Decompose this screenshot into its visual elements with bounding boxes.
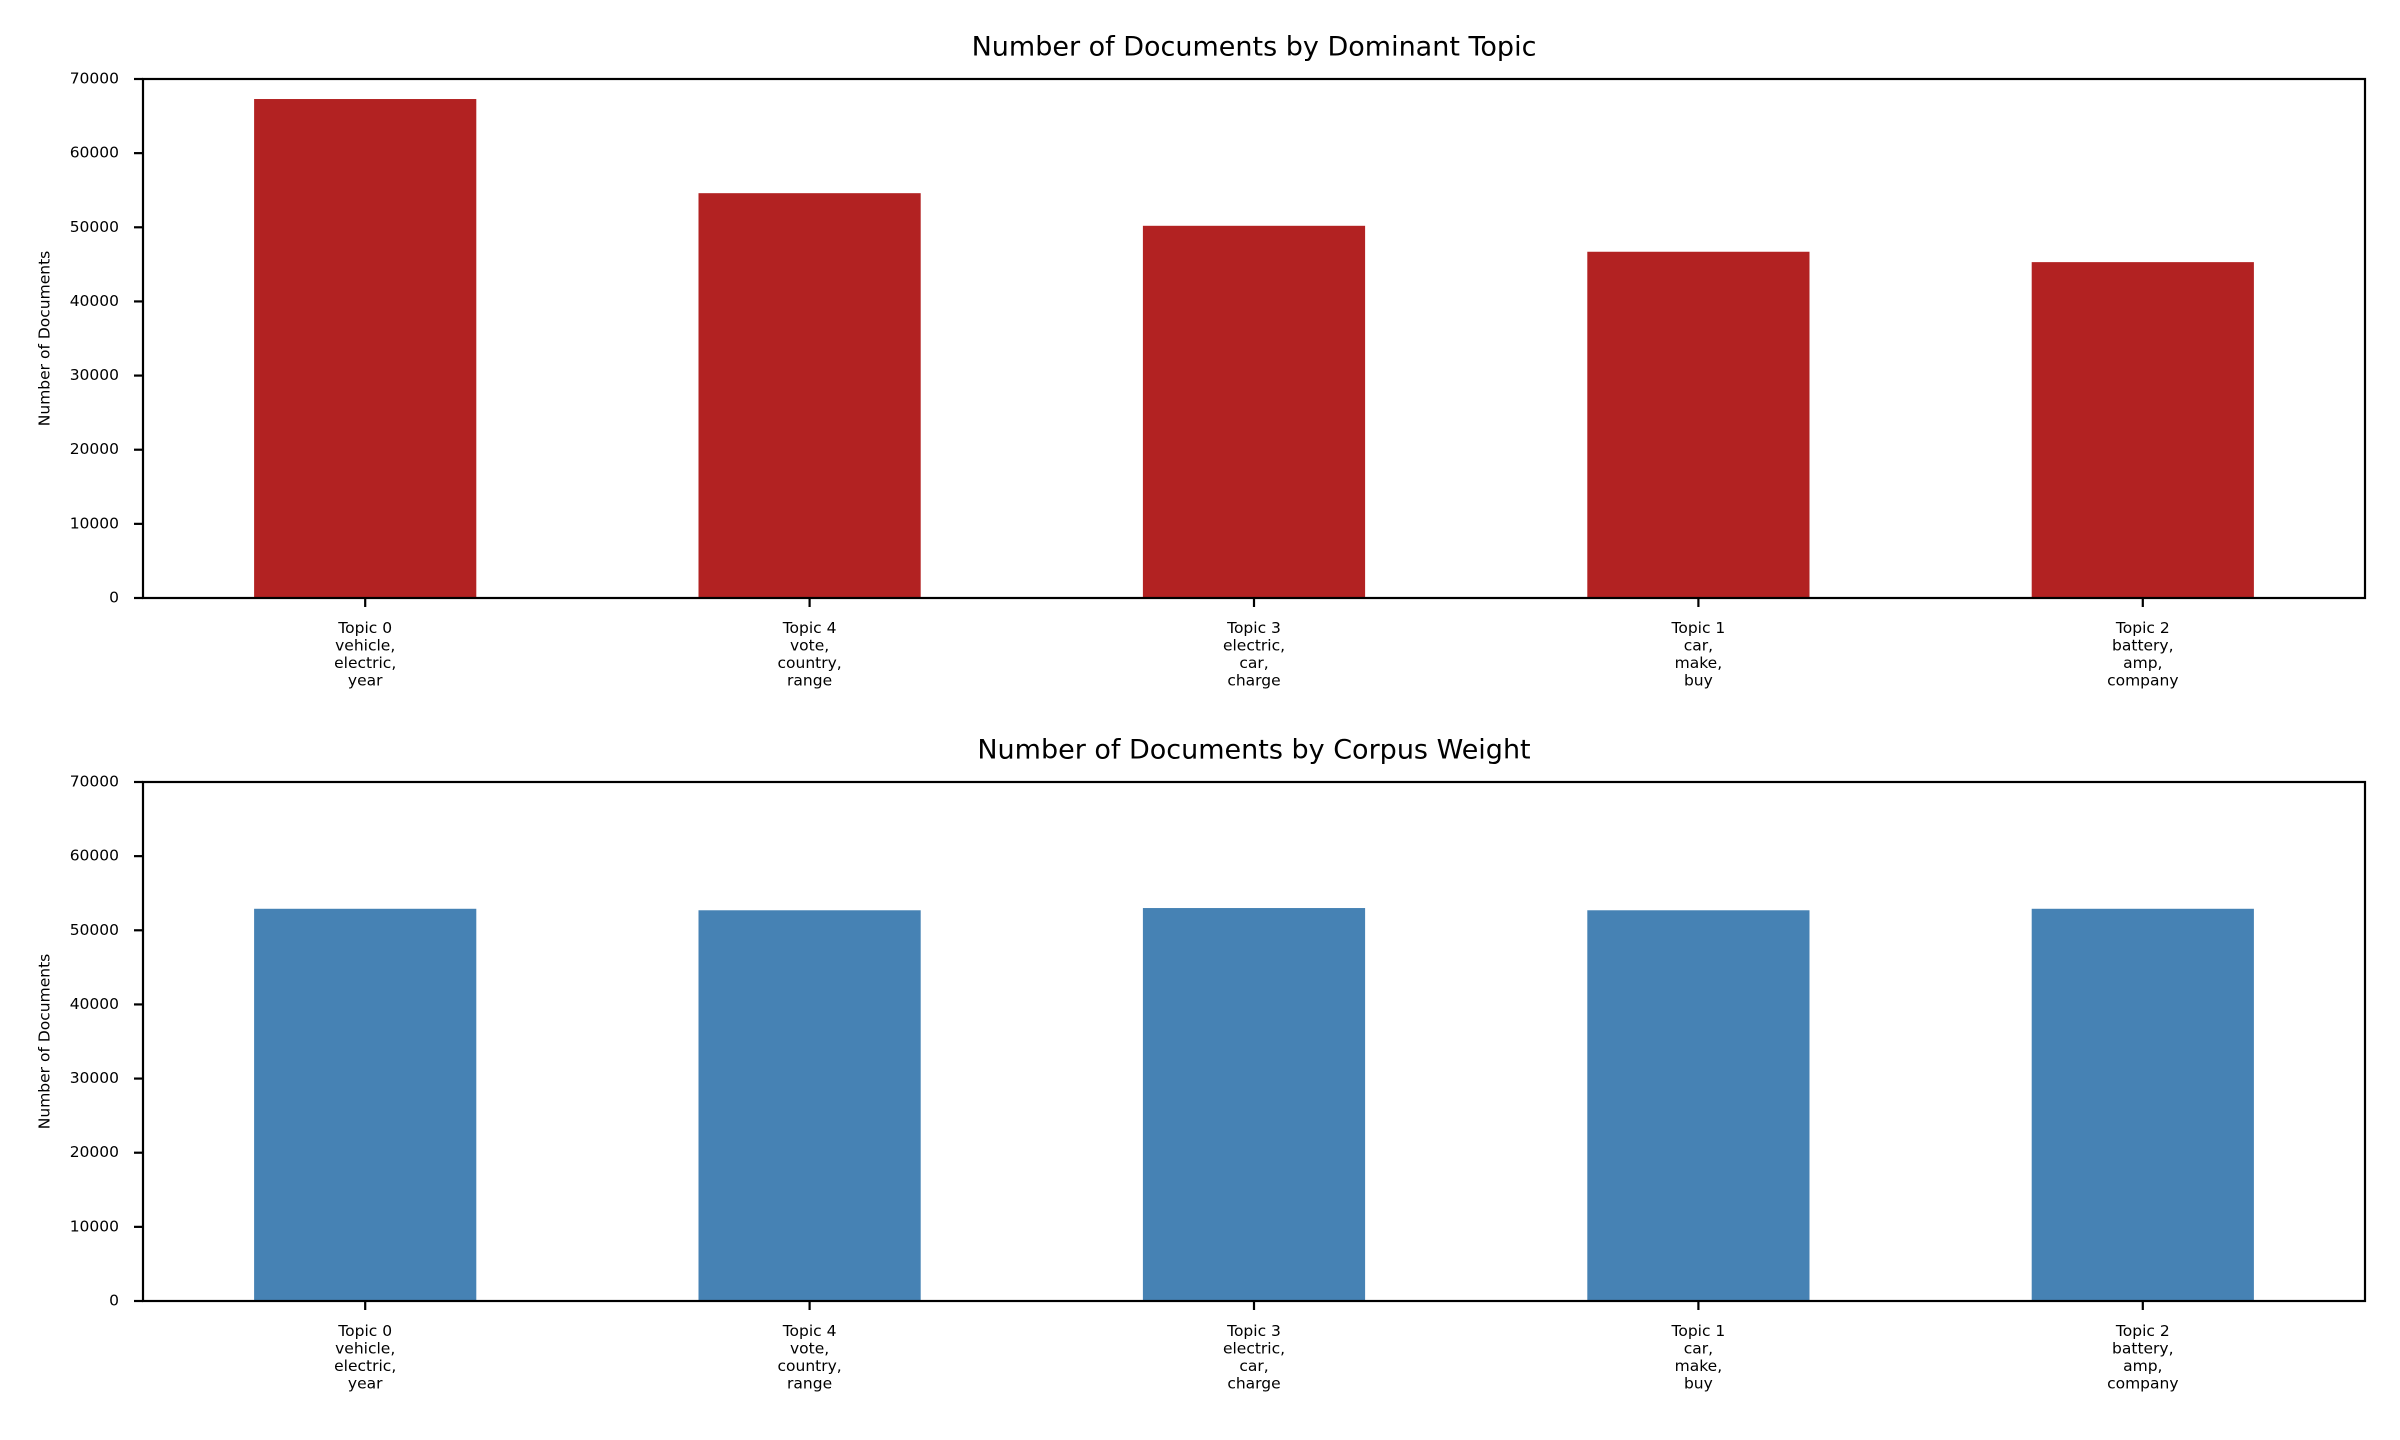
x-tick-label-line: country, bbox=[777, 1357, 841, 1375]
x-tick-label-line: vote, bbox=[790, 637, 829, 655]
x-tick-label-line: charge bbox=[1227, 672, 1280, 690]
x-tick-label-line: company bbox=[2107, 1375, 2178, 1393]
x-tick-label-line: charge bbox=[1227, 1375, 1280, 1393]
y-tick-label: 50000 bbox=[70, 218, 119, 236]
x-tick-label: Topic 0 vehicle, electric, year bbox=[334, 619, 396, 690]
x-tick-label-line: Topic 0 bbox=[337, 619, 392, 637]
y-tick-label: 30000 bbox=[70, 1069, 119, 1087]
y-tick-label: 60000 bbox=[70, 144, 119, 162]
x-tick-label-line: vehicle, bbox=[335, 1340, 395, 1358]
x-tick-label: Topic 4 vote, country, range bbox=[777, 1322, 841, 1393]
chart-0: Number of Documents by Dominant Topic 0 10… bbox=[36, 32, 2367, 690]
x-tick-label-line: vote, bbox=[790, 1340, 829, 1358]
x-tick-label-line: Topic 2 bbox=[2115, 1322, 2170, 1340]
x-tick-label: Topic 2 battery, amp, company bbox=[2107, 1322, 2178, 1393]
x-tick-label-line: car, bbox=[1684, 1340, 1713, 1358]
y-tick-label: 40000 bbox=[70, 292, 119, 310]
x-tick-label-line: make, bbox=[1675, 654, 1722, 672]
x-tick-label: Topic 4 vote, country, range bbox=[777, 619, 841, 690]
y-axis-label: Number of Documents bbox=[36, 954, 54, 1129]
x-tick-label-line: electric, bbox=[1223, 1340, 1285, 1358]
y-tick-label: 70000 bbox=[70, 70, 119, 88]
y-tick-label: 0 bbox=[109, 1292, 119, 1310]
x-tick-label-line: amp, bbox=[2123, 1357, 2162, 1375]
x-tick-label-line: vehicle, bbox=[335, 637, 395, 655]
y-tick-label: 60000 bbox=[70, 847, 119, 865]
x-tick-label-line: buy bbox=[1684, 1375, 1713, 1393]
chart-1: Number of Documents by Corpus Weight 0 100… bbox=[36, 735, 2367, 1393]
y-tick-label: 10000 bbox=[70, 514, 119, 532]
x-tick-label-line: Topic 4 bbox=[782, 619, 837, 637]
x-tick-label-line: car, bbox=[1684, 637, 1713, 655]
x-tick-label-line: company bbox=[2107, 672, 2178, 690]
x-tick-label-line: car, bbox=[1239, 1357, 1268, 1375]
bar-4 bbox=[2031, 908, 2254, 1301]
x-tick-label-line: Topic 0 bbox=[337, 1322, 392, 1340]
y-tick-label: 30000 bbox=[70, 366, 119, 384]
bar-4 bbox=[2031, 262, 2254, 598]
x-tick-label-line: Topic 1 bbox=[1671, 619, 1726, 637]
y-tick-label: 20000 bbox=[70, 440, 119, 458]
x-tick-label-line: country, bbox=[777, 654, 841, 672]
y-tick-label: 20000 bbox=[70, 1143, 119, 1161]
bar-1 bbox=[698, 193, 921, 598]
x-tick-label: Topic 3 electric, car, charge bbox=[1223, 619, 1285, 690]
y-tick-label: 10000 bbox=[70, 1217, 119, 1235]
x-tick-label-line: Topic 3 bbox=[1226, 619, 1281, 637]
y-axis-label: Number of Documents bbox=[36, 251, 54, 426]
chart-title: Number of Documents by Corpus Weight bbox=[977, 735, 1530, 766]
x-tick-label-line: buy bbox=[1684, 672, 1713, 690]
x-tick-label-line: car, bbox=[1239, 654, 1268, 672]
x-tick-label-line: Topic 3 bbox=[1226, 1322, 1281, 1340]
x-tick-label: Topic 1 car, make, buy bbox=[1671, 1322, 1726, 1393]
chart-title: Number of Documents by Dominant Topic bbox=[972, 32, 1537, 63]
bar-1 bbox=[698, 910, 921, 1301]
x-tick-label-line: Topic 2 bbox=[2115, 619, 2170, 637]
x-tick-label-line: electric, bbox=[1223, 637, 1285, 655]
x-tick-label-line: electric, bbox=[334, 654, 396, 672]
x-tick-label-line: make, bbox=[1675, 1357, 1722, 1375]
x-tick-label: Topic 0 vehicle, electric, year bbox=[334, 1322, 396, 1393]
bar-0 bbox=[254, 99, 477, 599]
x-tick-label: Topic 1 car, make, buy bbox=[1671, 619, 1726, 690]
bar-3 bbox=[1587, 910, 1810, 1301]
x-tick-label-line: range bbox=[787, 672, 832, 690]
bar-2 bbox=[1142, 908, 1366, 1301]
x-tick-label: Topic 3 electric, car, charge bbox=[1223, 1322, 1285, 1393]
y-tick-label: 0 bbox=[109, 589, 119, 607]
y-tick-label: 50000 bbox=[70, 921, 119, 939]
bar-3 bbox=[1587, 251, 1810, 598]
x-tick-label-line: battery, bbox=[2112, 1340, 2174, 1358]
x-tick-label: Topic 2 battery, amp, company bbox=[2107, 619, 2178, 690]
y-tick-label: 40000 bbox=[70, 995, 119, 1013]
x-tick-label-line: battery, bbox=[2112, 637, 2174, 655]
x-tick-label-line: year bbox=[348, 1375, 383, 1393]
x-tick-label-line: Topic 1 bbox=[1671, 1322, 1726, 1340]
x-tick-label-line: range bbox=[787, 1375, 832, 1393]
x-tick-label-line: Topic 4 bbox=[782, 1322, 837, 1340]
x-tick-label-line: year bbox=[348, 672, 383, 690]
bar-0 bbox=[254, 908, 477, 1301]
x-tick-label-line: electric, bbox=[334, 1357, 396, 1375]
y-tick-label: 70000 bbox=[70, 773, 119, 791]
bar-2 bbox=[1142, 225, 1366, 599]
x-tick-label-line: amp, bbox=[2123, 654, 2162, 672]
